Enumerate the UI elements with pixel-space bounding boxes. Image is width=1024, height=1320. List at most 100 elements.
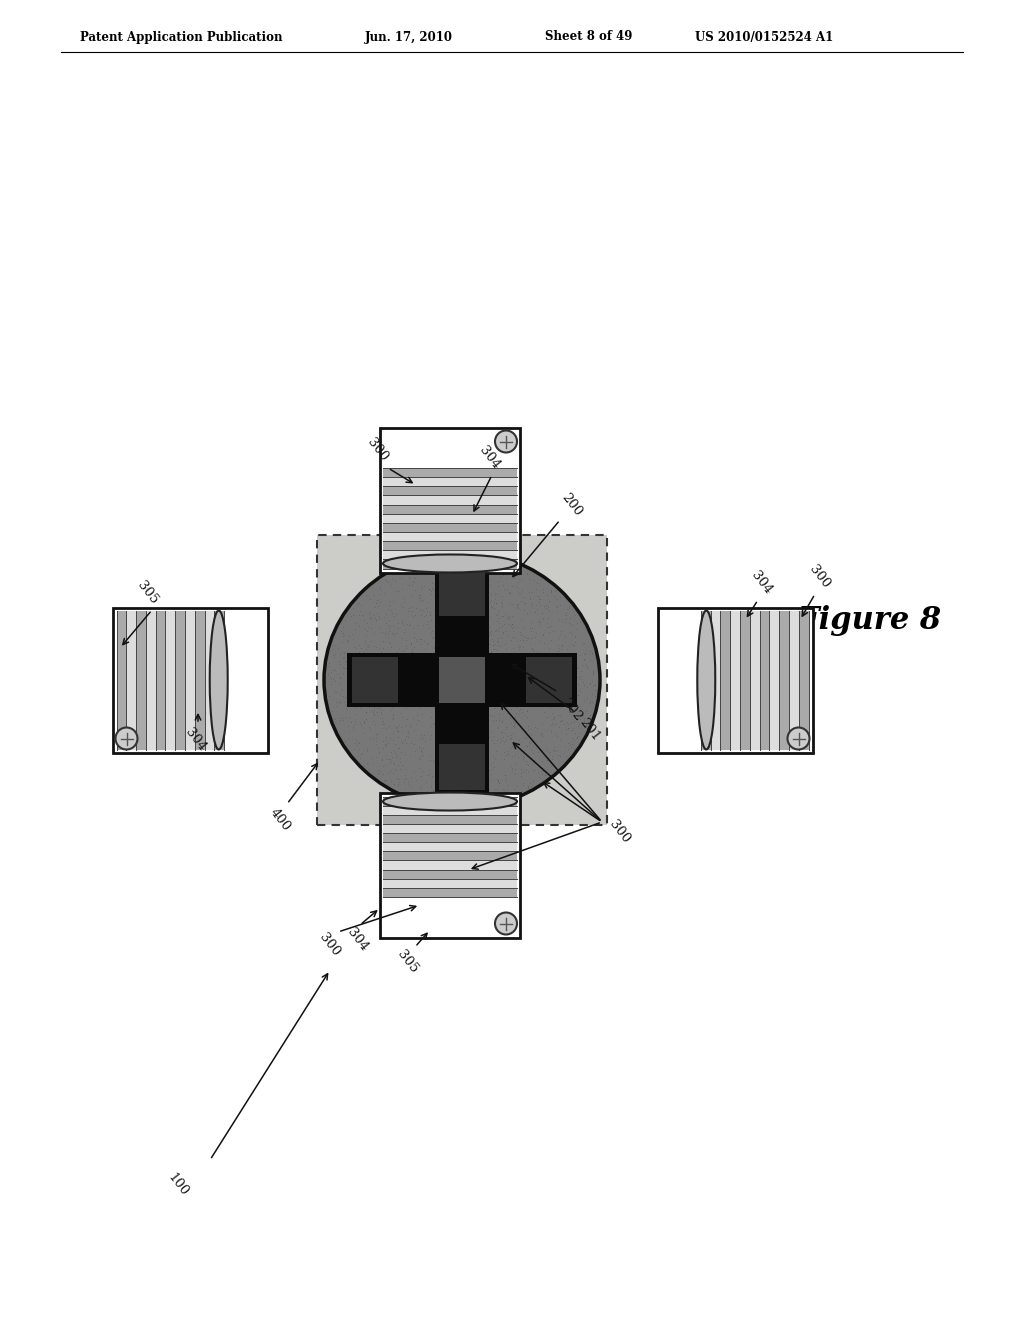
Point (499, 578, 515, 599)
Point (473, 609, 489, 630)
Point (541, 742, 557, 763)
Point (449, 645, 465, 667)
Point (343, 623, 359, 644)
Point (504, 746, 520, 767)
Point (437, 640, 454, 661)
Point (467, 593, 483, 614)
Point (539, 719, 555, 741)
Point (455, 631, 471, 652)
Point (497, 742, 513, 763)
Point (489, 639, 506, 660)
Point (379, 748, 395, 770)
Point (387, 642, 403, 663)
Point (486, 756, 503, 777)
Point (337, 610, 353, 631)
Point (399, 645, 416, 667)
Point (457, 581, 473, 602)
Point (370, 760, 386, 781)
Point (553, 620, 569, 642)
Point (404, 640, 421, 661)
Point (394, 578, 411, 599)
Point (527, 717, 544, 738)
Point (486, 585, 503, 606)
Point (488, 552, 505, 573)
Point (529, 742, 546, 763)
Point (481, 677, 498, 698)
Point (456, 611, 472, 632)
Point (461, 756, 477, 777)
Text: 201: 201 (578, 715, 603, 744)
Point (584, 684, 600, 705)
Point (370, 595, 386, 616)
Point (355, 667, 372, 688)
Text: 305: 305 (135, 579, 161, 607)
Point (441, 680, 458, 701)
Point (483, 784, 500, 805)
Point (496, 748, 512, 770)
Point (406, 660, 422, 681)
Point (457, 558, 473, 579)
Point (532, 594, 549, 615)
Point (536, 760, 552, 781)
Point (479, 717, 496, 738)
Point (489, 669, 506, 690)
Point (351, 738, 368, 759)
Point (473, 589, 489, 610)
Point (385, 693, 401, 714)
Bar (156, 610, 166, 750)
Point (352, 692, 369, 713)
Point (579, 653, 595, 675)
Point (386, 715, 402, 737)
Point (461, 754, 477, 775)
Point (456, 795, 472, 816)
Point (399, 726, 416, 747)
Point (434, 719, 451, 741)
Point (406, 708, 422, 729)
Point (543, 756, 559, 777)
Point (356, 755, 373, 776)
Point (475, 766, 492, 787)
Point (497, 603, 513, 624)
Point (456, 793, 472, 814)
Point (426, 585, 442, 606)
Point (383, 599, 399, 620)
Point (380, 733, 396, 754)
Point (559, 667, 575, 688)
Point (413, 738, 429, 759)
Point (509, 594, 525, 615)
Point (486, 597, 503, 618)
Point (444, 605, 461, 626)
Point (467, 719, 483, 741)
Point (424, 562, 440, 583)
Point (545, 714, 561, 735)
Point (361, 727, 378, 748)
Point (490, 561, 507, 582)
Point (483, 688, 500, 709)
Point (440, 743, 457, 764)
Point (410, 553, 426, 574)
Point (449, 565, 465, 586)
Point (482, 669, 499, 690)
Point (508, 702, 524, 723)
Point (434, 710, 451, 731)
Point (451, 611, 467, 632)
Point (495, 606, 511, 627)
Point (420, 689, 436, 710)
Point (362, 700, 379, 721)
Point (351, 651, 368, 672)
Point (553, 710, 569, 731)
Point (480, 784, 497, 805)
Point (386, 649, 402, 671)
Point (538, 689, 554, 710)
Point (414, 599, 430, 620)
Point (377, 733, 393, 754)
Point (521, 673, 538, 694)
Point (531, 589, 548, 610)
Ellipse shape (787, 727, 810, 750)
Point (497, 560, 513, 581)
Point (479, 615, 496, 636)
Point (504, 781, 520, 803)
Point (431, 682, 447, 704)
Point (443, 759, 460, 780)
Point (518, 735, 535, 756)
